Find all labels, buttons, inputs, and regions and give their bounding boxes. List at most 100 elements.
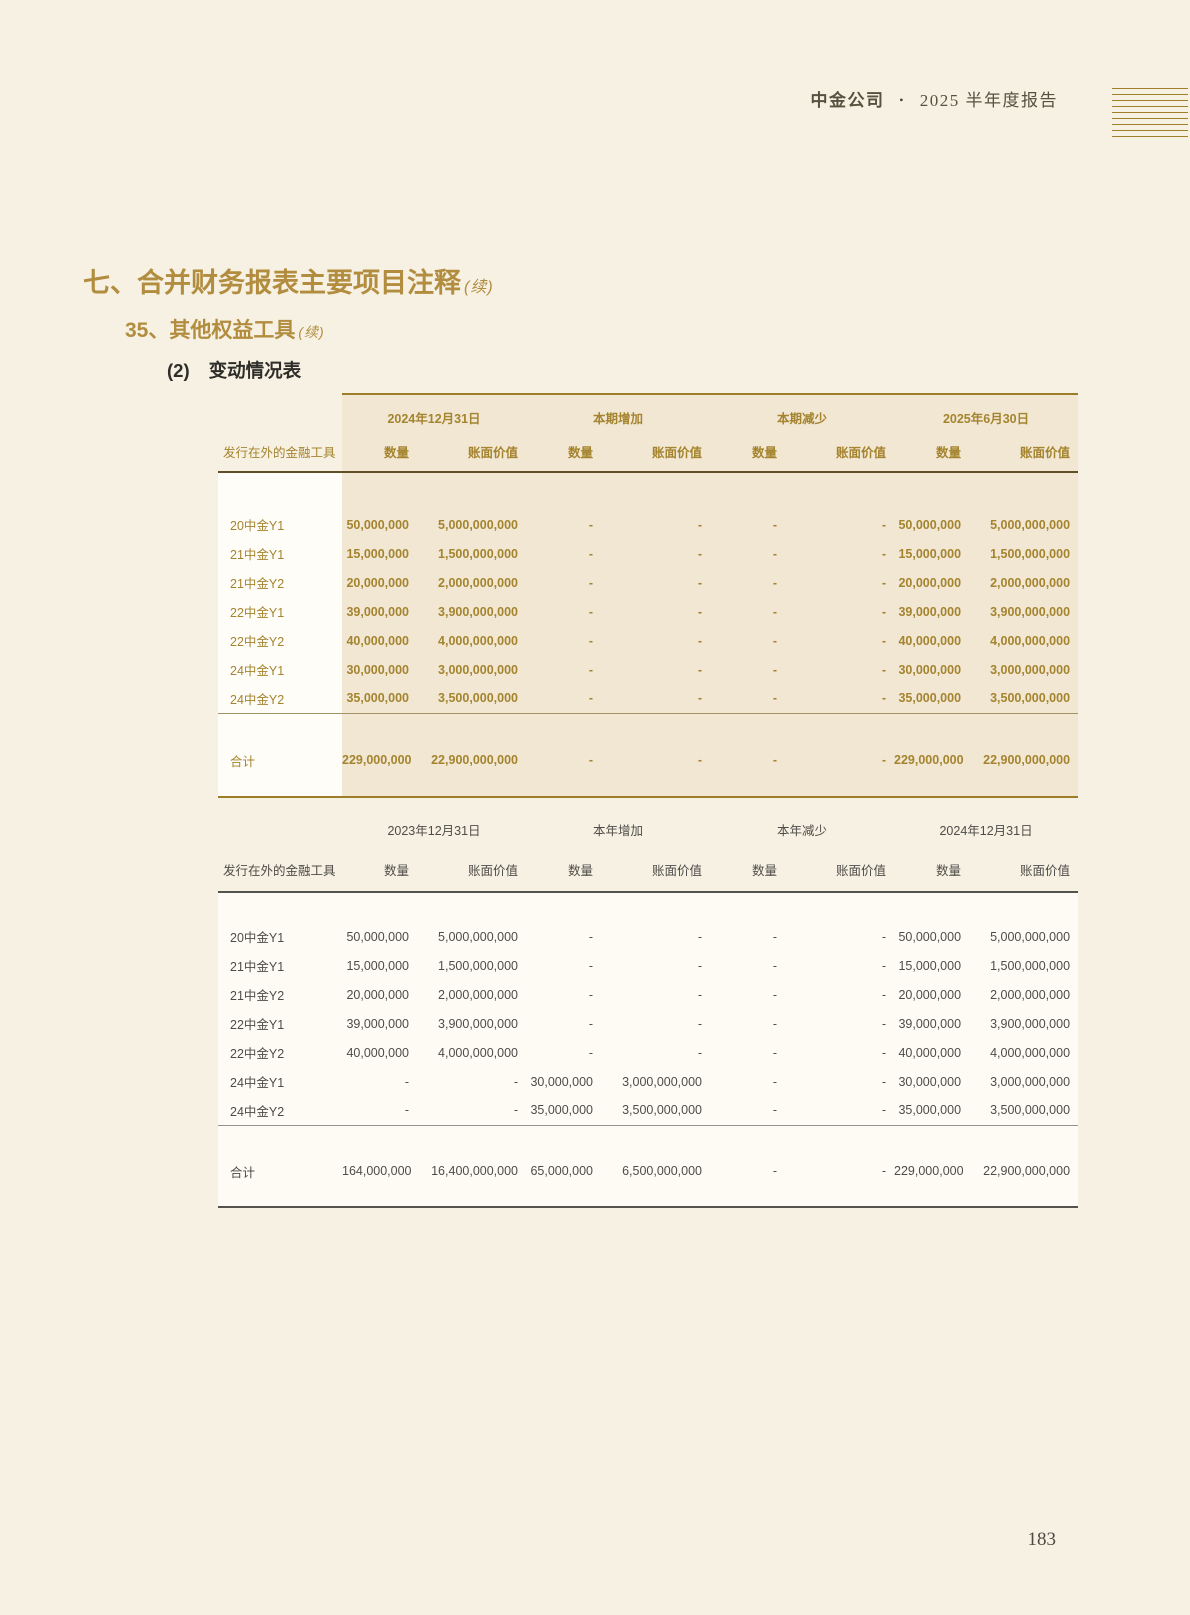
col-header-value: 账面价值 xyxy=(417,432,526,473)
row-label: 24中金Y2 xyxy=(218,684,342,713)
section-continued-mark: (续) xyxy=(464,279,494,296)
item-title-text: 变动情况表 xyxy=(208,360,302,381)
total-cell: - xyxy=(710,746,786,774)
spacer-cell xyxy=(969,1185,1079,1207)
row-header-label: 发行在外的金融工具 xyxy=(218,432,342,473)
cell: - xyxy=(785,1038,895,1067)
cell: - xyxy=(526,922,601,951)
cell: 39,000,000 xyxy=(342,1009,417,1038)
cell: 15,000,000 xyxy=(894,951,970,980)
cell: 15,000,000 xyxy=(342,539,417,568)
col-group-reductions: 本期减少 xyxy=(710,393,895,432)
cell: - xyxy=(601,655,711,684)
cell: - xyxy=(601,980,711,1009)
spacer-row xyxy=(218,892,1079,922)
column-group-header-row: 2023年12月31日 本年增加 本年减少 2024年12月31日 xyxy=(218,800,1078,844)
table-row: 21中金Y2 20,000,000 2,000,000,000 - - - - … xyxy=(218,568,1079,597)
table-row: 21中金Y2 20,000,000 2,000,000,000 - - - - … xyxy=(218,980,1079,1009)
col-group-closing: 2025年6月30日 xyxy=(894,393,1079,432)
cell: 3,900,000,000 xyxy=(969,1009,1079,1038)
cell: - xyxy=(785,922,895,951)
cell: - xyxy=(417,1067,526,1096)
cell: 35,000,000 xyxy=(894,684,970,713)
cell: - xyxy=(710,539,786,568)
cell: 39,000,000 xyxy=(342,597,417,626)
column-header-row: 发行在外的金融工具 数量 账面价值 数量 账面价值 数量 账面价值 数量 账面价… xyxy=(218,432,1079,473)
cell: - xyxy=(601,1038,711,1067)
spacer-cell xyxy=(601,1124,711,1157)
cell: - xyxy=(601,626,711,655)
movement-table-current-period: 2024年12月31日 本期增加 本期减少 2025年6月30日 发行在外的金融… xyxy=(218,393,1079,798)
table-row: 20中金Y1 50,000,000 5,000,000,000 - - - - … xyxy=(218,510,1079,539)
spacer-cell xyxy=(785,712,895,746)
cell: 3,500,000,000 xyxy=(969,684,1079,713)
spacer-cell xyxy=(218,712,342,746)
row-label: 22中金Y2 xyxy=(218,626,342,655)
row-label: 24中金Y2 xyxy=(218,1096,342,1125)
table-row: 24中金Y1 30,000,000 3,000,000,000 - - - - … xyxy=(218,655,1079,684)
total-cell: 164,000,000 xyxy=(342,1157,417,1185)
cell: - xyxy=(526,597,601,626)
cell: 15,000,000 xyxy=(894,539,970,568)
total-cell: 16,400,000,000 xyxy=(417,1157,526,1185)
cell: 40,000,000 xyxy=(342,1038,417,1067)
cell: 15,000,000 xyxy=(342,951,417,980)
cell: - xyxy=(601,922,711,951)
spacer-cell xyxy=(601,774,711,797)
cell: 50,000,000 xyxy=(894,922,970,951)
cell: 2,000,000,000 xyxy=(417,568,526,597)
section-title-text: 七、合并财务报表主要项目注释 xyxy=(83,268,461,298)
spacer-cell xyxy=(894,712,970,746)
cell: - xyxy=(526,568,601,597)
total-cell: - xyxy=(601,746,711,774)
spacer-cell xyxy=(969,472,1079,510)
spacer-cell xyxy=(417,712,526,746)
cell: - xyxy=(785,980,895,1009)
spacer-cell xyxy=(710,892,786,922)
cell: 39,000,000 xyxy=(894,1009,970,1038)
cell: - xyxy=(601,597,711,626)
spacer-cell xyxy=(710,472,786,510)
subsection-continued-mark: (续) xyxy=(298,324,325,340)
cell: 2,000,000,000 xyxy=(417,980,526,1009)
total-row: 合计 229,000,000 22,900,000,000 - - - - 22… xyxy=(218,746,1079,774)
cell: - xyxy=(342,1096,417,1125)
row-label: 22中金Y2 xyxy=(218,1038,342,1067)
cell: - xyxy=(785,684,895,713)
spacer-cell xyxy=(969,1124,1079,1157)
cell: 40,000,000 xyxy=(894,626,970,655)
total-cell: 229,000,000 xyxy=(342,746,417,774)
cell: - xyxy=(785,951,895,980)
col-header-qty: 数量 xyxy=(710,844,786,893)
cell: 3,500,000,000 xyxy=(969,1096,1079,1125)
spacer-cell xyxy=(894,1185,970,1207)
spacer-cell xyxy=(785,774,895,797)
table-row: 22中金Y1 39,000,000 3,900,000,000 - - - - … xyxy=(218,1009,1079,1038)
cell: - xyxy=(526,655,601,684)
cell: - xyxy=(526,1038,601,1067)
spacer-cell xyxy=(526,472,601,510)
separator-row xyxy=(218,712,1079,746)
spacer-row xyxy=(218,774,1079,797)
column-header-row: 发行在外的金融工具 数量 账面价值 数量 账面价值 数量 账面价值 数量 账面价… xyxy=(218,844,1079,893)
col-group-reductions: 本年减少 xyxy=(777,824,828,838)
cell: 1,500,000,000 xyxy=(417,539,526,568)
cell: - xyxy=(601,1009,711,1038)
row-label: 24中金Y1 xyxy=(218,655,342,684)
table-row: 24中金Y2 35,000,000 3,500,000,000 - - - - … xyxy=(218,684,1079,713)
col-header-qty: 数量 xyxy=(894,844,970,893)
spacer-cell xyxy=(526,712,601,746)
cell: - xyxy=(785,597,895,626)
cell: 4,000,000,000 xyxy=(417,626,526,655)
cell: 3,000,000,000 xyxy=(417,655,526,684)
cell: 50,000,000 xyxy=(342,922,417,951)
spacer-cell xyxy=(218,1185,342,1207)
total-cell: 22,900,000,000 xyxy=(969,1157,1079,1185)
total-row: 合计 164,000,000 16,400,000,000 65,000,000… xyxy=(218,1157,1079,1185)
spacer-cell xyxy=(218,1124,342,1157)
col-header-qty: 数量 xyxy=(894,432,970,473)
spacer-cell xyxy=(417,1124,526,1157)
col-header-value: 账面价值 xyxy=(601,844,711,893)
col-header-qty: 数量 xyxy=(342,432,417,473)
row-label: 21中金Y2 xyxy=(218,980,342,1009)
